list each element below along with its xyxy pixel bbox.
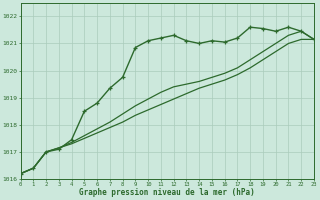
X-axis label: Graphe pression niveau de la mer (hPa): Graphe pression niveau de la mer (hPa) bbox=[79, 188, 255, 197]
